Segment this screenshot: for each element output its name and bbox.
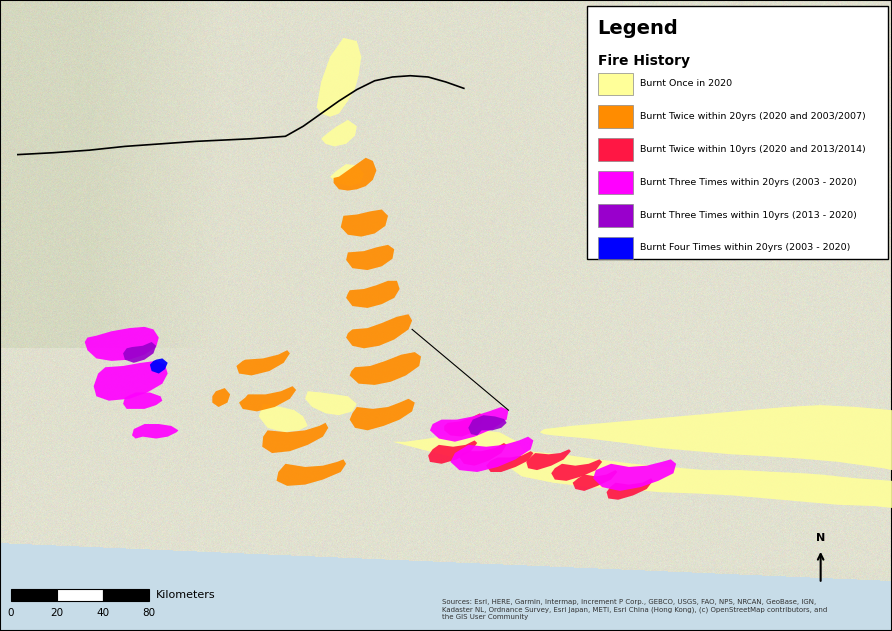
Text: Legend: Legend: [598, 19, 679, 38]
Polygon shape: [392, 430, 526, 462]
Polygon shape: [573, 470, 617, 491]
Polygon shape: [428, 440, 477, 464]
Polygon shape: [468, 415, 507, 435]
Polygon shape: [350, 399, 415, 430]
Polygon shape: [346, 314, 412, 348]
Text: N: N: [816, 533, 825, 543]
Polygon shape: [540, 405, 892, 470]
Bar: [11, 589, 57, 601]
Polygon shape: [346, 245, 394, 270]
Polygon shape: [123, 342, 156, 363]
Polygon shape: [450, 437, 533, 472]
Polygon shape: [305, 391, 357, 415]
Text: Kilometers: Kilometers: [156, 590, 216, 600]
Polygon shape: [486, 451, 533, 472]
Text: 40: 40: [96, 608, 110, 618]
Polygon shape: [85, 327, 159, 361]
Text: Burnt Three Times within 10yrs (2013 - 2020): Burnt Three Times within 10yrs (2013 - 2…: [640, 211, 857, 220]
Text: Burnt Twice within 20yrs (2020 and 2003/2007): Burnt Twice within 20yrs (2020 and 2003/…: [640, 112, 866, 121]
Bar: [587, 6, 888, 259]
Text: 20: 20: [50, 608, 63, 618]
Polygon shape: [593, 459, 676, 491]
Bar: [598, 237, 633, 259]
Text: Burnt Once in 2020: Burnt Once in 2020: [640, 80, 732, 88]
Polygon shape: [262, 423, 328, 453]
Polygon shape: [330, 164, 364, 186]
Bar: [598, 138, 633, 161]
Text: Sources: Esri, HERE, Garmin, Intermap, increment P Corp., GEBCO, USGS, FAO, NPS,: Sources: Esri, HERE, Garmin, Intermap, i…: [442, 599, 827, 620]
Polygon shape: [607, 478, 653, 500]
Polygon shape: [277, 459, 346, 486]
Polygon shape: [444, 413, 483, 437]
Text: Burnt Three Times within 20yrs (2003 - 2020): Burnt Three Times within 20yrs (2003 - 2…: [640, 178, 857, 187]
Polygon shape: [551, 459, 602, 481]
Polygon shape: [212, 388, 230, 407]
Bar: [598, 171, 633, 194]
Polygon shape: [321, 120, 357, 146]
Polygon shape: [350, 352, 421, 385]
Polygon shape: [239, 386, 296, 411]
Polygon shape: [123, 392, 162, 409]
Text: Burnt Twice within 10yrs (2020 and 2013/2014): Burnt Twice within 10yrs (2020 and 2013/…: [640, 145, 866, 154]
Polygon shape: [508, 451, 892, 508]
Text: 80: 80: [143, 608, 155, 618]
Text: 0: 0: [7, 608, 14, 618]
Polygon shape: [341, 209, 388, 237]
Bar: [598, 204, 633, 227]
Polygon shape: [430, 407, 508, 442]
Polygon shape: [526, 449, 571, 470]
Bar: [598, 73, 633, 95]
Text: Fire History: Fire History: [598, 54, 690, 68]
Text: Burnt Four Times within 20yrs (2003 - 2020): Burnt Four Times within 20yrs (2003 - 20…: [640, 244, 851, 252]
Polygon shape: [317, 38, 361, 117]
Polygon shape: [334, 158, 376, 191]
Polygon shape: [236, 350, 290, 375]
Bar: [103, 589, 149, 601]
Polygon shape: [150, 358, 168, 374]
Polygon shape: [132, 424, 178, 439]
Polygon shape: [459, 443, 507, 466]
Bar: [598, 105, 633, 128]
Bar: [57, 589, 103, 601]
Polygon shape: [346, 281, 400, 308]
Polygon shape: [259, 404, 308, 432]
Polygon shape: [94, 361, 168, 401]
